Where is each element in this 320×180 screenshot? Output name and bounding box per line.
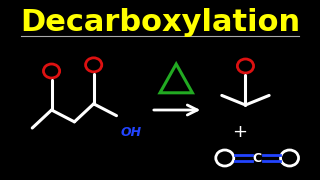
Text: C: C bbox=[252, 152, 262, 165]
Text: Decarboxylation: Decarboxylation bbox=[20, 8, 300, 37]
Text: OH: OH bbox=[120, 126, 141, 139]
Text: +: + bbox=[232, 123, 247, 141]
